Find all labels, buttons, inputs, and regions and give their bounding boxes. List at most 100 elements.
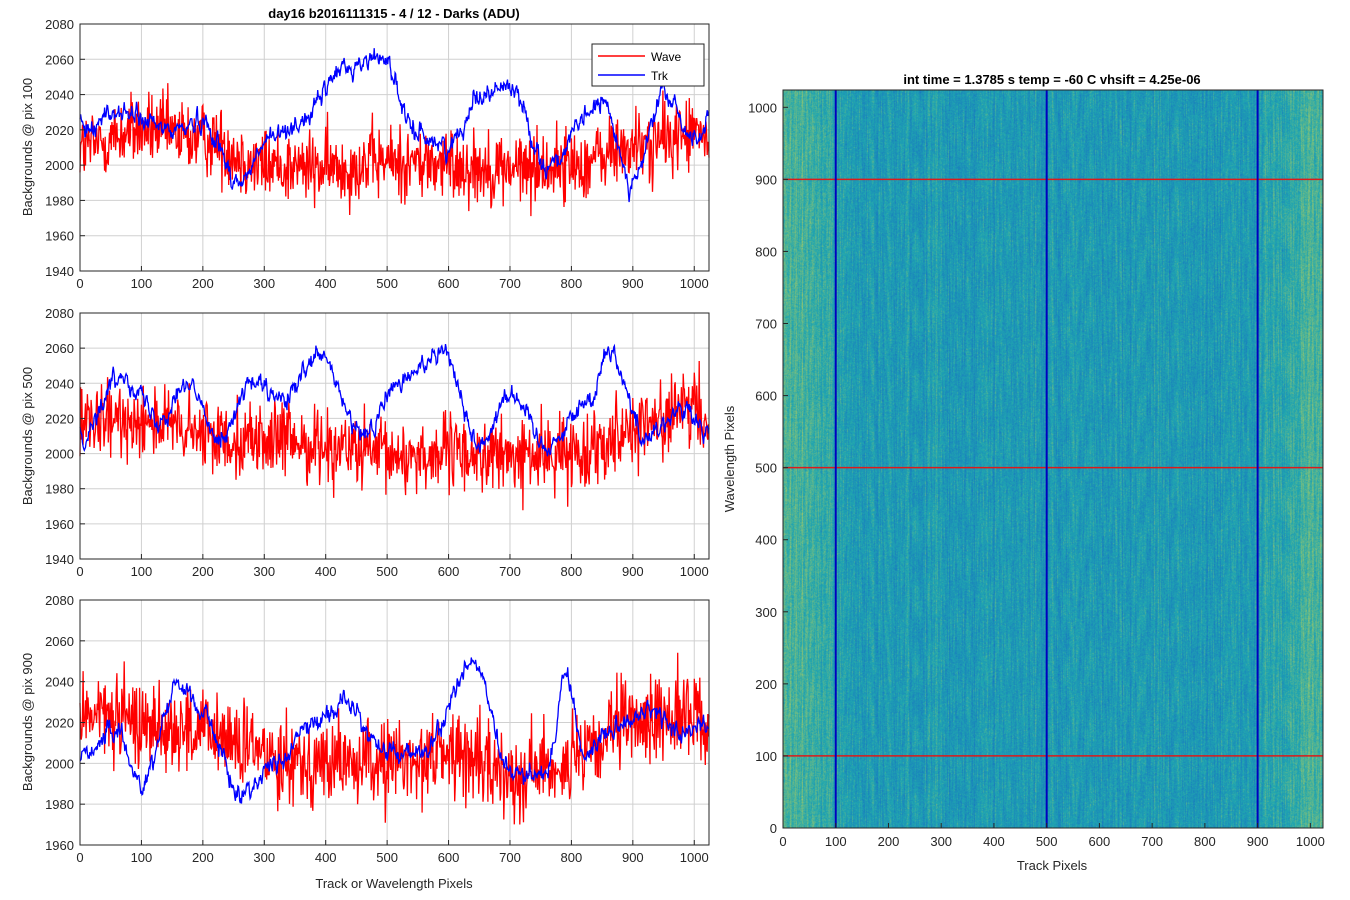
- panel-3-y-ticks: 1960 1980 2000 2020 2040 2060 2080: [45, 593, 85, 853]
- line-panel-1: day16 b2016111315 - 4 / 12 - Darks (ADU)…: [20, 6, 710, 291]
- heatmap-marker-lines: [783, 90, 1323, 828]
- heatmap-xtick-label: 900: [1247, 834, 1269, 849]
- heatmap-frame: [782, 89, 1324, 829]
- legend-label-trk: Trk: [651, 69, 669, 83]
- panel-3-ytick-label: 2080: [45, 593, 74, 608]
- heatmap-xtick-label: 400: [983, 834, 1005, 849]
- panel-2-ylabel: Backgrounds @ pix 500: [20, 367, 35, 505]
- panel-3-xtick-label: 700: [499, 850, 521, 865]
- panel-3-ytick-label: 1980: [45, 797, 74, 812]
- legend-box: [591, 43, 705, 87]
- panel-2-x-ticks: 0 100 200 300 400 500 600 700 800 900 1000: [76, 554, 709, 579]
- panel-3-xtick-label: 300: [253, 850, 275, 865]
- panel-1-ytick-label: 1960: [45, 229, 74, 244]
- heatmap-image: [783, 90, 1323, 828]
- panel-1-series-wave: [79, 83, 710, 217]
- line-panel-2: 0 100 200 300 400 500 600 700 800 900 1000 1940 196…: [20, 306, 710, 579]
- panel-1-ytick-label: 2000: [45, 158, 74, 173]
- panel-1-xtick-label: 100: [131, 276, 153, 291]
- heatmap-ytick-label: 700: [755, 317, 777, 332]
- panel-2-frame: [79, 312, 710, 560]
- panel-3-xtick-label: 1000: [680, 850, 709, 865]
- heatmap-ytick-label: 1000: [748, 100, 777, 115]
- panel-2-xtick-label: 400: [315, 564, 337, 579]
- panel-3-xtick-label: 900: [622, 850, 644, 865]
- panel-1-ytick-label: 2020: [45, 123, 74, 138]
- panel-1-xtick-label: 700: [499, 276, 521, 291]
- heatmap-xtick-label: 600: [1089, 834, 1111, 849]
- panel-3-series-trk: [79, 657, 710, 804]
- panel-2-ytick-label: 2000: [45, 447, 74, 462]
- panel-1-xtick-label: 1000: [680, 276, 709, 291]
- panel-1-xtick-label: 900: [622, 276, 644, 291]
- panel-3-ytick-label: 1960: [45, 838, 74, 853]
- panel-3-series-wave: [79, 652, 710, 825]
- panel-2-xtick-label: 300: [253, 564, 275, 579]
- heatmap-ytick-label: 600: [755, 389, 777, 404]
- heatmap-ytick-label: 0: [770, 821, 777, 836]
- panel-2-xtick-label: 800: [561, 564, 583, 579]
- panel-2-ytick-label: 2060: [45, 341, 74, 356]
- panel-2-ytick-label: 2020: [45, 411, 74, 426]
- panel-3-ytick-label: 2040: [45, 675, 74, 690]
- panel-2-xtick-label: 0: [76, 564, 83, 579]
- heatmap-xlabel: Track Pixels: [1017, 858, 1088, 873]
- panel-1-ytick-label: 2080: [45, 17, 74, 32]
- panel-1-xtick-label: 500: [376, 276, 398, 291]
- panel-1-y-ticks: 1940 1960 1980 2000 2020 2040 2060 2080: [45, 17, 85, 279]
- heatmap-xtick-label: 200: [878, 834, 900, 849]
- heatmap-ytick-label: 400: [755, 533, 777, 548]
- panel-1-xtick-label: 600: [438, 276, 460, 291]
- panel-2-y-ticks: 1940 1960 1980 2000 2020 2040 2060 2080: [45, 306, 85, 567]
- heatmap-ytick-label: 200: [755, 677, 777, 692]
- panel-3-xlabel: Track or Wavelength Pixels: [315, 876, 473, 891]
- panel-2-xtick-label: 100: [131, 564, 153, 579]
- heatmap-ylabel: Wavelength Pixels: [722, 405, 737, 512]
- heatmap-xtick-label: 100: [825, 834, 847, 849]
- panel-1-ytick-label: 1980: [45, 193, 74, 208]
- heatmap-xtick-label: 800: [1194, 834, 1216, 849]
- panel-3-x-ticks: 0 100 200 300 400 500 600 700 800 900 1000: [76, 840, 709, 865]
- panel-1-ytick-label: 2040: [45, 88, 74, 103]
- panel-1-xtick-label: 400: [315, 276, 337, 291]
- legend: Wave Trk: [591, 43, 705, 87]
- heatmap-xtick-label: 1000: [1296, 834, 1325, 849]
- panel-2-ytick-label: 1940: [45, 552, 74, 567]
- panel-3-xtick-label: 200: [192, 850, 214, 865]
- panel-1-ytick-label: 1940: [45, 264, 74, 279]
- panel-3-xtick-label: 500: [376, 850, 398, 865]
- panel-3-xtick-label: 0: [76, 850, 83, 865]
- line-panel-3: 0 100 200 300 400 500 600 700 800 900 1000 1960 198…: [20, 593, 710, 891]
- panel-2-xtick-label: 1000: [680, 564, 709, 579]
- panel-3-xtick-label: 400: [315, 850, 337, 865]
- panel-2-ytick-label: 1960: [45, 517, 74, 532]
- panel-1-xtick-label: 0: [76, 276, 83, 291]
- panel-3-plot-area: [79, 652, 710, 825]
- panel-3-xtick-label: 600: [438, 850, 460, 865]
- panel-2-xtick-label: 500: [376, 564, 398, 579]
- heatmap-x-ticks: 0 100 200 300 400 500 600 700 800 900 1000: [779, 823, 1325, 849]
- panel-2-series-wave: [79, 360, 710, 511]
- legend-label-wave: Wave: [651, 50, 682, 64]
- heatmap-ytick-label: 500: [755, 461, 777, 476]
- panel-3-xtick-label: 800: [561, 850, 583, 865]
- heatmap-panel: int time = 1.3785 s temp = -60 C vhsift …: [722, 72, 1325, 873]
- heatmap-ytick-label: 300: [755, 605, 777, 620]
- heatmap-xtick-label: 0: [779, 834, 786, 849]
- panel-1-series-trk: [79, 48, 710, 203]
- panel-3-ytick-label: 2060: [45, 634, 74, 649]
- heatmap-ytick-label: 800: [755, 244, 777, 259]
- panel-2-xtick-label: 700: [499, 564, 521, 579]
- panel-2-ytick-label: 2080: [45, 306, 74, 321]
- heatmap-ytick-label: 100: [755, 749, 777, 764]
- panel-1-xtick-label: 200: [192, 276, 214, 291]
- panel-3-ytick-label: 2000: [45, 756, 74, 771]
- panel-2-xtick-label: 900: [622, 564, 644, 579]
- heatmap-xtick-label: 300: [930, 834, 952, 849]
- panel-2-ytick-label: 1980: [45, 482, 74, 497]
- panel-1-ylabel: Backgrounds @ pix 100: [20, 78, 35, 216]
- panel-2-ytick-label: 2040: [45, 376, 74, 391]
- heatmap-xtick-label: 500: [1036, 834, 1058, 849]
- panel-1-xtick-label: 800: [561, 276, 583, 291]
